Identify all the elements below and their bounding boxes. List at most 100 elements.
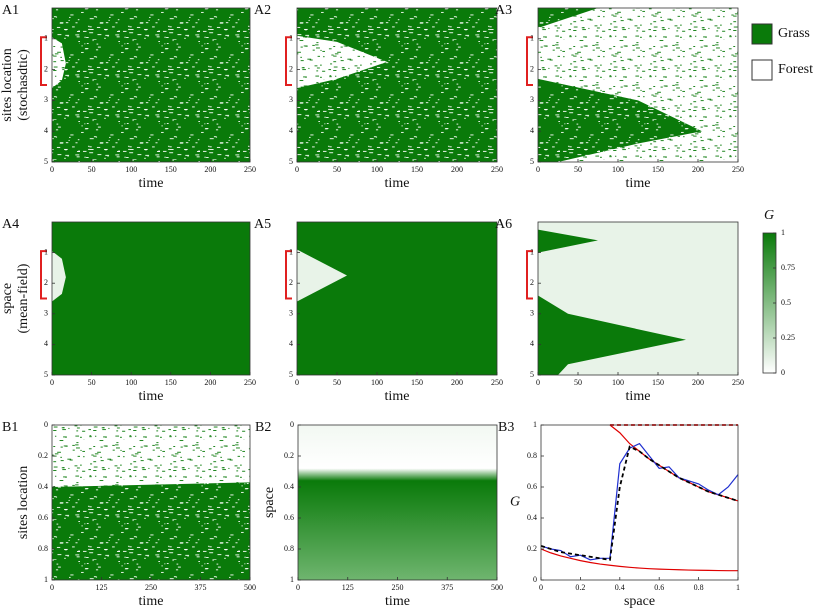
x-axis-label: time xyxy=(139,389,164,404)
y-tick-label: 2 xyxy=(44,278,48,287)
x-tick-label: 100 xyxy=(612,165,624,174)
line xyxy=(540,445,739,561)
x-axis-label: time xyxy=(385,389,410,404)
y-tick-label: 5 xyxy=(44,157,48,166)
x-tick-label: 125 xyxy=(96,583,108,592)
x-tick-label: 200 xyxy=(204,378,216,387)
y-tick-label: 3 xyxy=(289,309,293,318)
y-tick-label: 1 xyxy=(44,247,48,256)
y-tick-label: 2 xyxy=(530,278,534,287)
x-tick-label: 250 xyxy=(491,165,503,174)
x-tick-label: 0 xyxy=(295,378,299,387)
x-tick-label: 50 xyxy=(333,378,341,387)
heatmap-background xyxy=(297,8,497,162)
colorbar-tick-label: 1 xyxy=(781,228,785,237)
y-axis-label: (mean-field) xyxy=(16,263,31,333)
y-axis-label: (stochasdtic) xyxy=(16,49,31,121)
y-tick-label: 5 xyxy=(530,370,534,379)
plot-frame xyxy=(296,7,498,163)
y-axis-label: sites location xyxy=(0,48,15,122)
colorbar-tick-label: 0.25 xyxy=(781,333,795,342)
initial-forest-bracket xyxy=(285,36,292,86)
x-tick-label: 250 xyxy=(491,378,503,387)
y-tick-label: 0 xyxy=(533,575,537,584)
y-tick-label: 0.2 xyxy=(527,544,537,553)
heatmap-background xyxy=(297,222,497,375)
y-tick-label: 3 xyxy=(44,95,48,104)
y-tick-label: 4 xyxy=(289,339,293,348)
x-tick-label: 200 xyxy=(692,165,704,174)
x-tick-label: 50 xyxy=(574,165,582,174)
x-axis-label: time xyxy=(385,176,410,191)
initial-forest-bracket xyxy=(40,36,47,86)
heatmap-region xyxy=(297,249,347,302)
x-tick-label: 250 xyxy=(732,378,744,387)
x-tick-label: 0 xyxy=(50,165,54,174)
legend-swatch xyxy=(751,23,773,45)
x-tick-label: 0 xyxy=(536,165,540,174)
heatmap-region xyxy=(538,78,702,162)
x-tick-label: 0.6 xyxy=(654,583,664,592)
y-tick-label: 4 xyxy=(44,126,48,135)
x-tick-label: 1 xyxy=(736,583,740,592)
y-tick-label: 5 xyxy=(289,157,293,166)
y-tick-label: 5 xyxy=(289,370,293,379)
panel-label: B1 xyxy=(2,420,18,435)
heatmap-region xyxy=(297,35,387,89)
x-tick-label: 100 xyxy=(125,378,137,387)
panel-label: A2 xyxy=(254,3,271,18)
x-tick-label: 150 xyxy=(652,165,664,174)
x-tick-label: 0 xyxy=(50,378,54,387)
y-tick-label: 4 xyxy=(44,339,48,348)
x-axis-label: time xyxy=(139,594,164,609)
y-tick-label: 2 xyxy=(530,64,534,73)
y-tick-label: 0.4 xyxy=(527,513,537,522)
y-tick-label: 3 xyxy=(530,95,534,104)
y-tick-label: 0.6 xyxy=(284,513,294,522)
line xyxy=(540,442,739,561)
legend-label: Grass xyxy=(778,26,810,41)
initial-forest-bracket xyxy=(526,36,533,86)
plot-frame xyxy=(537,221,739,376)
x-tick-label: 250 xyxy=(244,378,256,387)
x-tick-label: 150 xyxy=(165,378,177,387)
x-tick-label: 150 xyxy=(411,165,423,174)
x-tick-label: 0 xyxy=(536,378,540,387)
x-tick-label: 50 xyxy=(333,165,341,174)
x-axis-label: time xyxy=(385,594,410,609)
x-tick-label: 200 xyxy=(451,165,463,174)
panel-label: B2 xyxy=(255,420,271,435)
panel-label: A3 xyxy=(495,3,512,18)
plot-frame xyxy=(51,221,251,376)
x-tick-label: 250 xyxy=(392,583,404,592)
plot-frame xyxy=(537,7,739,163)
legend-label: Forest xyxy=(778,62,813,77)
y-tick-label: 5 xyxy=(530,157,534,166)
y-tick-label: 2 xyxy=(44,64,48,73)
x-tick-label: 200 xyxy=(692,378,704,387)
legend-swatch xyxy=(751,59,773,81)
line xyxy=(540,548,738,572)
x-tick-label: 100 xyxy=(371,378,383,387)
y-tick-label: 4 xyxy=(530,339,534,348)
x-tick-label: 100 xyxy=(612,378,624,387)
y-axis-label: sites location xyxy=(16,466,31,540)
y-tick-label: 2 xyxy=(289,278,293,287)
y-tick-label: 0.4 xyxy=(38,482,48,491)
x-tick-label: 0 xyxy=(296,583,300,592)
x-axis-label: time xyxy=(626,389,651,404)
y-tick-label: 5 xyxy=(44,370,48,379)
x-axis-label: time xyxy=(139,176,164,191)
panel-label: A6 xyxy=(495,217,512,232)
x-tick-label: 125 xyxy=(342,583,354,592)
panel-label: A1 xyxy=(2,3,19,18)
y-tick-label: 1 xyxy=(290,575,294,584)
x-tick-label: 150 xyxy=(165,165,177,174)
x-tick-label: 0.4 xyxy=(615,583,625,592)
x-tick-label: 100 xyxy=(125,165,137,174)
y-tick-label: 0.8 xyxy=(284,544,294,553)
plot-frame xyxy=(540,424,739,581)
x-tick-label: 0.8 xyxy=(694,583,704,592)
x-tick-label: 100 xyxy=(371,165,383,174)
